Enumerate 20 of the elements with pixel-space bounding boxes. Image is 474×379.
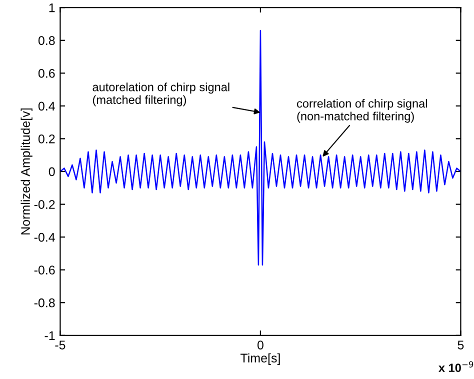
y-tick-label: 0.4 bbox=[38, 102, 55, 111]
x-tick-label: 5 bbox=[458, 340, 464, 350]
annotation: correlation of chirp signal (non-matched filtering) bbox=[297, 98, 427, 123]
y-tick-label: 1 bbox=[49, 4, 55, 12]
annotation: autorelation of chirp signal (matched filtering) bbox=[92, 82, 230, 106]
y-tick-label: -1 bbox=[44, 331, 55, 340]
y-tick-label: 0.2 bbox=[38, 134, 55, 144]
y-tick-label: 0.8 bbox=[38, 36, 55, 46]
x-tick-label: -5 bbox=[55, 340, 66, 350]
x-tick-label: 0 bbox=[257, 340, 264, 350]
y-tick-label: -0.4 bbox=[34, 232, 55, 242]
x-axis-title: Time[s] bbox=[240, 353, 280, 365]
y-tick-label: 0 bbox=[48, 167, 55, 176]
y-tick-label: -0.6 bbox=[34, 266, 55, 274]
y-axis-title: Normlized Amplitude[v] bbox=[20, 108, 32, 234]
y-tick-label: -0.8 bbox=[34, 298, 55, 308]
y-tick-label: -0.2 bbox=[34, 200, 55, 209]
line-series bbox=[60, 30, 461, 266]
text: x 10$^{−9}$ bbox=[438, 361, 474, 372]
y-tick-label: 0.6 bbox=[38, 68, 55, 78]
